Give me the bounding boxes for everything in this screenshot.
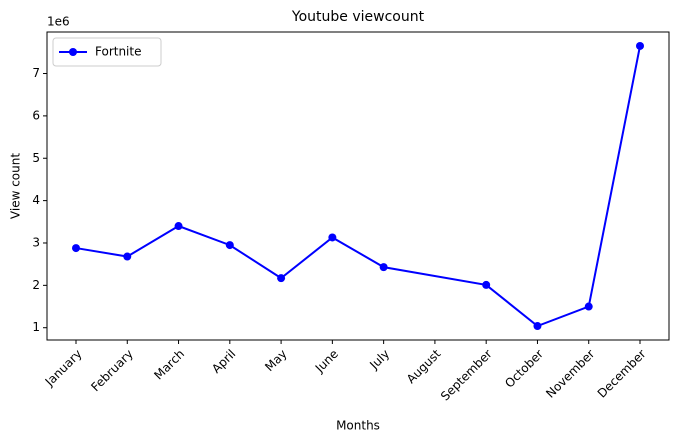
- legend-label: Fortnite: [95, 45, 141, 59]
- y-offset-label: 1e6: [47, 15, 70, 29]
- x-tick-label: October: [502, 347, 546, 391]
- marker: [584, 302, 593, 311]
- x-tick-label: August: [404, 346, 444, 386]
- marker: [328, 233, 337, 242]
- y-tick-label: 5: [32, 151, 40, 165]
- marker: [636, 41, 644, 50]
- x-tick-label: January: [42, 347, 85, 390]
- marker: [277, 274, 286, 283]
- x-tick-label: February: [88, 347, 136, 395]
- y-tick-label: 7: [32, 66, 40, 80]
- legend-marker: [69, 48, 77, 56]
- x-tick-label: June: [312, 347, 341, 376]
- y-tick-label: 2: [32, 278, 40, 292]
- y-tick-label: 1: [32, 320, 40, 334]
- x-tick-label: May: [262, 347, 289, 374]
- marker: [123, 252, 132, 261]
- marker: [174, 222, 183, 231]
- y-tick-label: 6: [32, 108, 40, 122]
- y-axis-label: View count: [9, 153, 23, 219]
- marker: [533, 322, 542, 331]
- x-tick-label: July: [366, 347, 392, 373]
- x-tick-label: April: [209, 347, 238, 376]
- line: [75, 45, 641, 328]
- x-tick-label: December: [595, 347, 649, 401]
- marker: [225, 241, 234, 250]
- y-tick-label: 3: [32, 235, 40, 249]
- marker: [482, 280, 491, 289]
- x-axis-label: Months: [336, 419, 380, 433]
- x-tick-label: November: [543, 347, 597, 401]
- marker: [379, 263, 388, 272]
- x-tick-label: March: [151, 347, 187, 383]
- y-tick-label: 4: [32, 193, 40, 207]
- marker: [72, 244, 80, 253]
- legend-box: [52, 37, 162, 67]
- plot-frame: [46, 31, 670, 341]
- x-tick-label: September: [438, 347, 495, 404]
- chart-title: Youtube viewcount: [291, 9, 425, 25]
